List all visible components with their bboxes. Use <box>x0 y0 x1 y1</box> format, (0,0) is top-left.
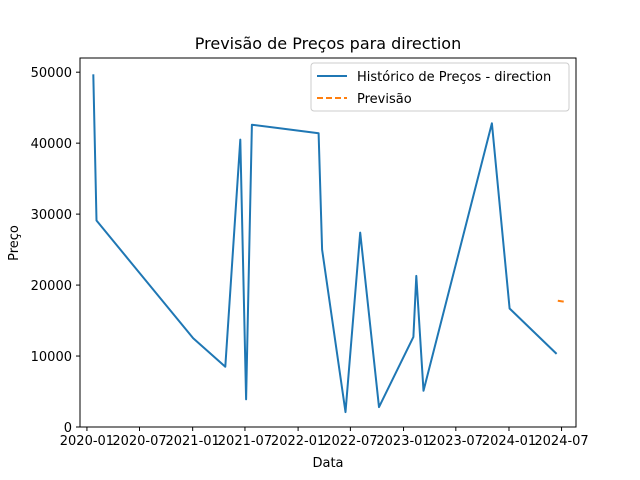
series-layer <box>92 74 565 414</box>
y-tick-label: 30000 <box>31 208 72 223</box>
x-tick-label: 2022-01 <box>271 434 325 449</box>
x-tick-label: 2023-01 <box>376 434 430 449</box>
x-tick-label: 2021-01 <box>165 434 219 449</box>
y-tick-label: 0 <box>64 421 72 436</box>
y-tick-label: 10000 <box>31 350 72 365</box>
y-tick-label: 40000 <box>31 137 72 152</box>
x-tick-label: 2024-07 <box>534 434 588 449</box>
x-axis: 2020-012020-072021-012021-072022-012022-… <box>60 427 589 449</box>
x-tick-label: 2024-01 <box>482 434 536 449</box>
x-tick-label: 2020-01 <box>60 434 114 449</box>
y-tick-label: 20000 <box>31 279 72 294</box>
x-tick-label: 2022-07 <box>323 434 377 449</box>
legend-box <box>310 62 570 112</box>
series-line-1 <box>557 299 565 303</box>
y-tick-label: 50000 <box>31 66 72 81</box>
legend-label-previsao: Previsão <box>357 92 412 107</box>
x-axis-title: Data <box>312 456 343 471</box>
series-line-0 <box>92 74 558 414</box>
chart-title: Previsão de Preços para direction <box>195 34 461 53</box>
x-tick-label: 2020-07 <box>112 434 166 449</box>
y-axis-title: Preço <box>7 225 22 261</box>
x-tick-label: 2023-07 <box>429 434 483 449</box>
legend-label-historico: Histórico de Preços - direction <box>357 70 551 85</box>
legend: Histórico de Preços - direction Previsão <box>310 62 570 112</box>
plot-area-frame <box>79 57 577 428</box>
y-axis: 0 10000 20000 30000 40000 50000 <box>31 66 80 436</box>
x-tick-label: 2021-07 <box>218 434 272 449</box>
